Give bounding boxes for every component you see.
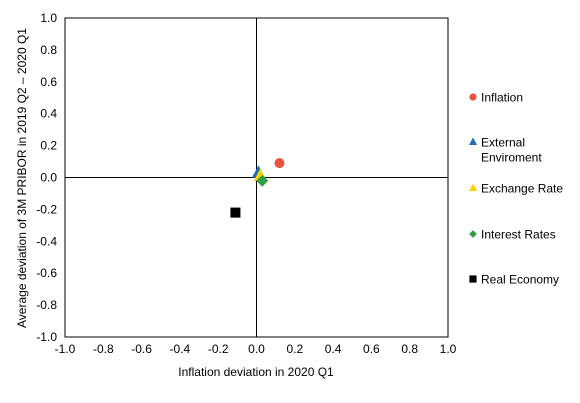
legend-label-inflation: Inflation (481, 91, 523, 105)
x-axis-title: Inflation deviation in 2020 Q1 (178, 365, 334, 379)
y-tick-label: 0.6 (40, 75, 57, 89)
data-point-interest-rates (256, 174, 269, 187)
y-tick-label: -0.2 (36, 202, 57, 216)
legend-label-external-enviroment: External Enviroment (481, 136, 542, 165)
x-tick-label: 0.0 (248, 342, 265, 356)
x-tick-label: -0.6 (131, 342, 152, 356)
x-tick-label: -0.2 (208, 342, 229, 356)
legend-marker-external-enviroment (469, 137, 477, 146)
y-tick-label: -0.6 (36, 266, 57, 280)
x-tick-label: 0.4 (325, 342, 342, 356)
y-tick-label: -0.8 (36, 298, 57, 312)
data-points (230, 158, 285, 218)
y-tick-label: 0.4 (40, 107, 57, 121)
y-tick-label: 0.8 (40, 43, 57, 57)
y-tick-label: 0.0 (40, 171, 57, 185)
x-tick-label: -0.8 (93, 342, 114, 356)
legend-marker-inflation (469, 93, 477, 101)
legend-marker-interest-rates (469, 230, 477, 238)
y-tick-label: 1.0 (40, 11, 57, 25)
data-point-inflation (274, 158, 285, 169)
legend-label-real-economy: Real Economy (481, 273, 559, 287)
x-tick-label: 0.2 (286, 342, 303, 356)
x-tick-label: 0.8 (401, 342, 418, 356)
x-tick-label: 1.0 (440, 342, 457, 356)
x-tick-label: -1.0 (55, 342, 76, 356)
y-axis-title: Average deviation of 3M PRIBOR in 2019 Q… (15, 28, 29, 328)
legend-label-exchange-rate: Exchange Rate (481, 182, 563, 196)
legend-marker-exchange-rate (469, 183, 477, 192)
x-tick-label: -0.4 (170, 342, 191, 356)
y-tick-labels: -1.0 -0.8 -0.6 -0.4 -0.2 0.0 0.2 0.4 0.6 0.8 1.0 (36, 11, 57, 344)
x-tick-labels: -1.0 -0.8 -0.6 -0.4 -0.2 0.0 0.2 0.4 0.6 0.8 1.0 (55, 342, 457, 356)
legend: Inflation External Enviroment Exchange Rate… (469, 91, 563, 287)
legend-label-interest-rates: Interest Rates (481, 228, 556, 242)
x-tick-label: 0.6 (363, 342, 380, 356)
y-tick-label: -1.0 (36, 330, 57, 344)
data-point-real-economy (230, 207, 241, 218)
y-tick-label: -0.4 (36, 234, 57, 248)
legend-marker-real-economy (469, 275, 477, 283)
y-tick-label: 0.2 (40, 139, 57, 153)
